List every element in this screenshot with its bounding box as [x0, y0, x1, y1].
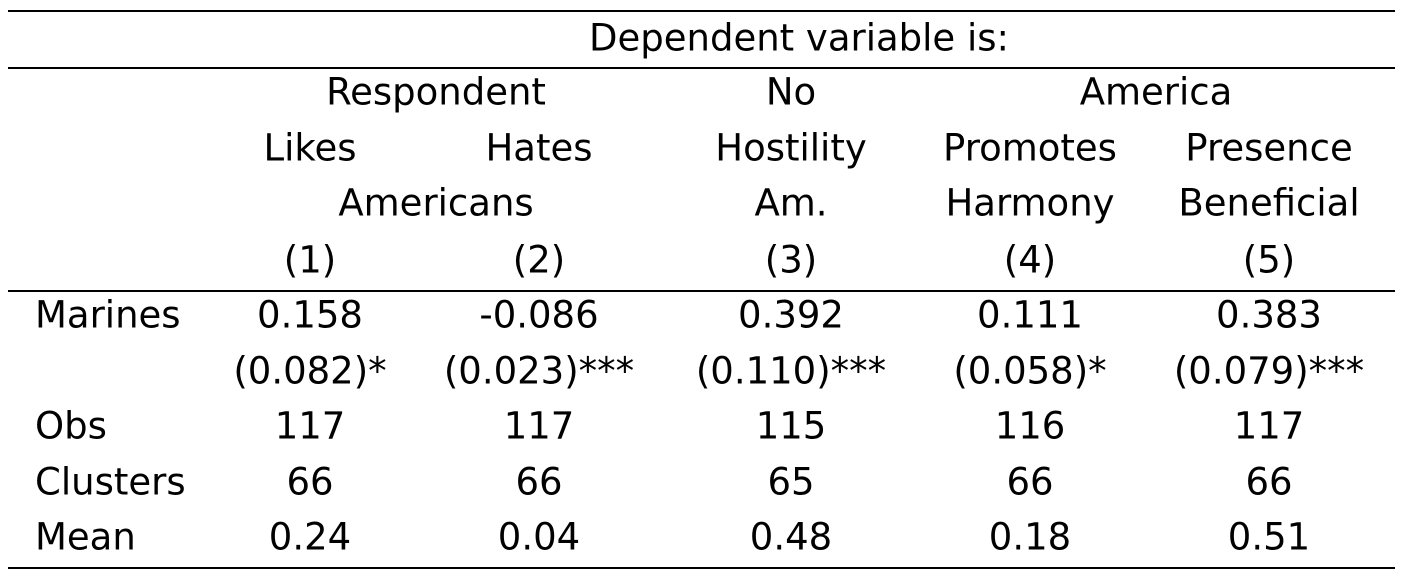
table-cell: 66	[1245, 460, 1293, 504]
dependent-variable-spanner: Dependent variable is:	[589, 16, 1009, 60]
table-cell: -0.086	[479, 293, 599, 337]
table-cell: 0.158	[257, 293, 363, 337]
row-label-clusters: Clusters	[35, 460, 186, 504]
group-header-no: No	[765, 70, 817, 114]
row-label-marines: Marines	[35, 293, 181, 337]
table-cell: 66	[1006, 460, 1054, 504]
table-cell: 0.18	[988, 515, 1072, 559]
table-cell: 116	[994, 404, 1066, 448]
row-label-mean: Mean	[35, 515, 136, 559]
table-cell: 0.383	[1216, 293, 1322, 337]
spanner-rule	[8, 67, 1395, 69]
column-header-promotes: Promotes	[943, 126, 1117, 170]
table-cell-se: (0.023)***	[443, 349, 635, 393]
table-cell: 115	[755, 404, 827, 448]
column-header-likes: Likes	[263, 126, 357, 170]
column-number-2: (2)	[512, 238, 566, 282]
table-cell: 0.51	[1227, 515, 1311, 559]
table-cell-se: (0.082)*	[233, 349, 387, 393]
table-cell-se: (0.058)*	[953, 349, 1107, 393]
top-rule	[8, 10, 1395, 12]
column-header-hostility: Hostility	[715, 126, 867, 170]
column-number-5: (5)	[1242, 238, 1296, 282]
header-rule	[8, 290, 1395, 292]
column-number-3: (3)	[764, 238, 818, 282]
table-cell: 65	[767, 460, 815, 504]
row-label-obs: Obs	[35, 404, 107, 448]
table-cell: 66	[286, 460, 334, 504]
column-header-beneficial: Beneficial	[1178, 181, 1360, 225]
column-header-presence: Presence	[1185, 126, 1353, 170]
table-cell: 0.48	[749, 515, 833, 559]
table-cell-se: (0.110)***	[695, 349, 887, 393]
column-header-am: Am.	[754, 181, 828, 225]
group-header-america: America	[1079, 70, 1233, 114]
group-header-respondent: Respondent	[326, 70, 546, 114]
table-cell: 66	[515, 460, 563, 504]
column-number-4: (4)	[1003, 238, 1057, 282]
table-cell: 0.24	[268, 515, 352, 559]
table-cell-se: (0.079)***	[1173, 349, 1365, 393]
table-cell: 117	[503, 404, 575, 448]
column-header-harmony: Harmony	[945, 181, 1115, 225]
column-header-hates: Hates	[485, 126, 593, 170]
table-cell: 0.111	[977, 293, 1083, 337]
table-cell: 117	[1233, 404, 1305, 448]
table-cell: 0.392	[738, 293, 844, 337]
table-cell: 0.04	[497, 515, 581, 559]
table-cell: 117	[274, 404, 346, 448]
bottom-rule	[8, 567, 1395, 569]
column-number-1: (1)	[283, 238, 337, 282]
column-header-americans: Americans	[338, 181, 534, 225]
